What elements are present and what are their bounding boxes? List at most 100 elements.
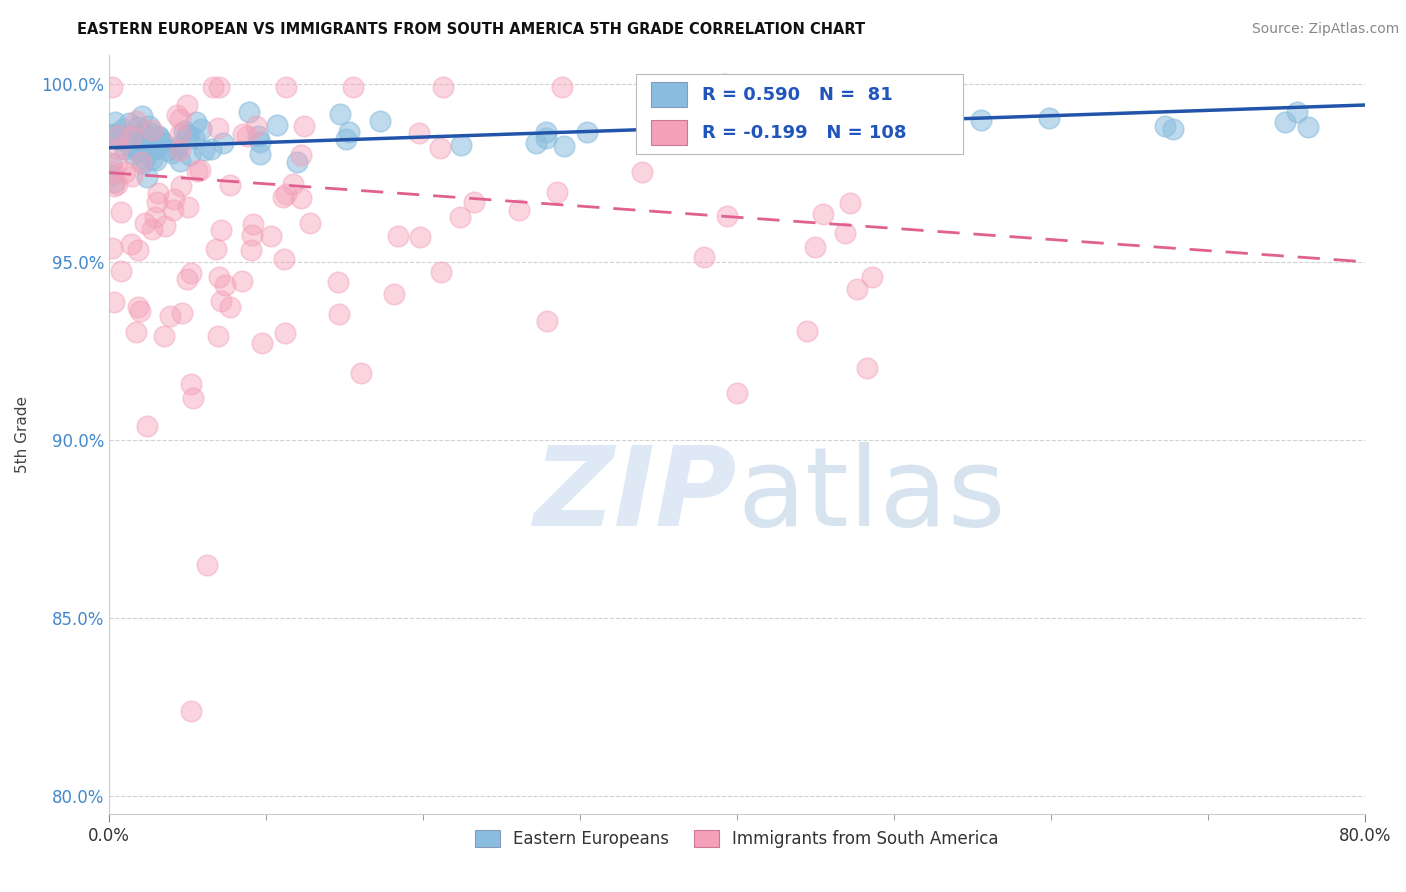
Point [101, 241, 124, 255]
Text: EASTERN EUROPEAN VS IMMIGRANTS FROM SOUTH AMERICA 5TH GRADE CORRELATION CHART: EASTERN EUROPEAN VS IMMIGRANTS FROM SOUT… [77, 22, 866, 37]
Point [846, 282, 869, 296]
Point [181, 391, 204, 405]
Point [155, 219, 177, 233]
Point [125, 113, 148, 128]
Point [145, 131, 167, 145]
Point [145, 153, 167, 167]
Bar [651, 82, 686, 107]
Point [159, 309, 181, 323]
Point [536, 314, 558, 328]
Point [536, 131, 558, 145]
Point [201, 80, 224, 95]
Point [970, 112, 993, 127]
Point [796, 324, 818, 338]
Point [408, 127, 430, 141]
Point [273, 252, 295, 266]
Point [169, 178, 191, 193]
Point [207, 329, 229, 343]
Point [725, 92, 748, 106]
Point [508, 202, 530, 217]
Point [103, 128, 125, 142]
Point [328, 275, 350, 289]
Point [176, 128, 198, 142]
Point [186, 164, 208, 178]
Point [218, 301, 240, 315]
Point [1154, 119, 1177, 133]
Point [104, 115, 127, 129]
Point [165, 143, 187, 157]
Point [183, 131, 205, 145]
Point [143, 211, 166, 225]
Point [169, 112, 191, 126]
Text: R = 0.590   N =  81: R = 0.590 N = 81 [702, 86, 893, 103]
Text: R = -0.199   N = 108: R = -0.199 N = 108 [702, 123, 907, 142]
Point [193, 143, 215, 157]
Point [429, 141, 451, 155]
Point [208, 270, 231, 285]
Text: ZIP: ZIP [533, 442, 737, 549]
Point [1274, 115, 1296, 129]
Point [155, 143, 177, 157]
Point [463, 194, 485, 209]
Point [169, 154, 191, 169]
Point [811, 207, 834, 221]
Point [409, 230, 432, 244]
Point [118, 116, 141, 130]
Point [100, 168, 122, 182]
Point [179, 148, 201, 162]
Point [131, 109, 153, 123]
Point [129, 304, 152, 318]
Point [290, 148, 312, 162]
Point [135, 135, 157, 149]
Point [134, 216, 156, 230]
Point [173, 124, 195, 138]
Point [214, 277, 236, 292]
Point [131, 156, 153, 170]
Point [368, 113, 391, 128]
Point [725, 386, 748, 401]
Point [128, 144, 150, 158]
Point [112, 121, 135, 136]
Point [136, 145, 159, 160]
Point [236, 128, 259, 143]
Point [124, 325, 146, 339]
Y-axis label: 5th Grade: 5th Grade [15, 396, 30, 473]
Point [169, 127, 191, 141]
Point [208, 80, 231, 95]
Point [266, 118, 288, 132]
Point [274, 326, 297, 341]
Point [103, 179, 125, 194]
Point [575, 125, 598, 139]
Point [141, 122, 163, 136]
Point [105, 156, 128, 170]
Point [200, 142, 222, 156]
Point [271, 190, 294, 204]
Point [526, 136, 548, 150]
Point [292, 119, 315, 133]
Point [260, 228, 283, 243]
Point [242, 217, 264, 231]
Point [127, 133, 149, 147]
Point [127, 243, 149, 257]
Point [534, 125, 557, 139]
Point [166, 108, 188, 122]
Point [152, 329, 174, 343]
Point [335, 132, 357, 146]
Point [180, 376, 202, 391]
Point [834, 226, 856, 240]
Point [551, 80, 574, 95]
Point [142, 141, 165, 155]
Point [103, 165, 125, 179]
Point [240, 227, 263, 242]
Point [103, 128, 125, 142]
Point [232, 128, 254, 142]
Point [285, 155, 308, 169]
Point [865, 123, 887, 137]
Point [141, 153, 163, 167]
Point [553, 139, 575, 153]
Point [218, 178, 240, 193]
Point [110, 264, 132, 278]
Point [132, 125, 155, 139]
Point [329, 107, 352, 121]
Point [839, 195, 862, 210]
